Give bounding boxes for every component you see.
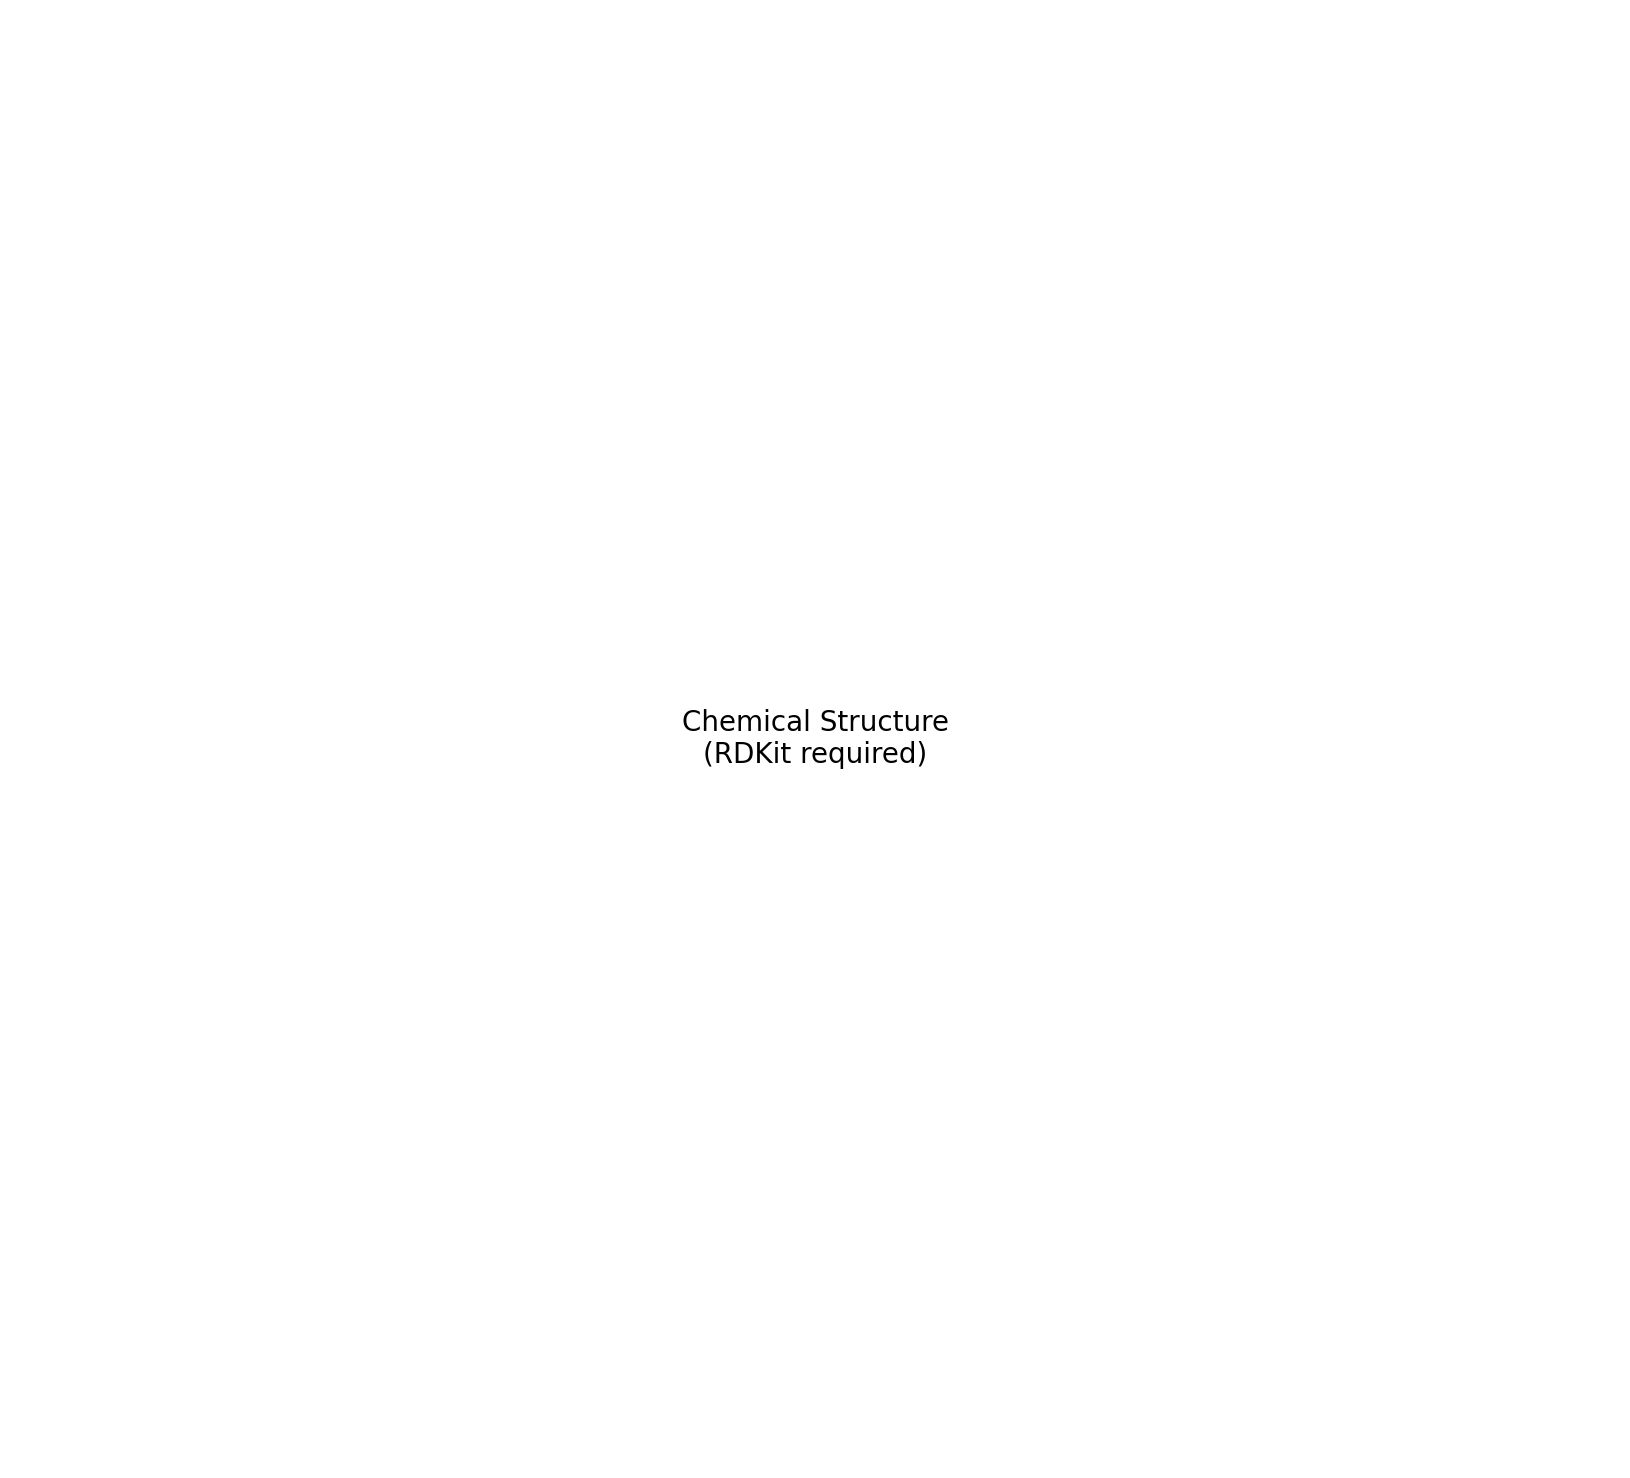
Text: Chemical Structure
(RDKit required): Chemical Structure (RDKit required) xyxy=(681,709,949,769)
